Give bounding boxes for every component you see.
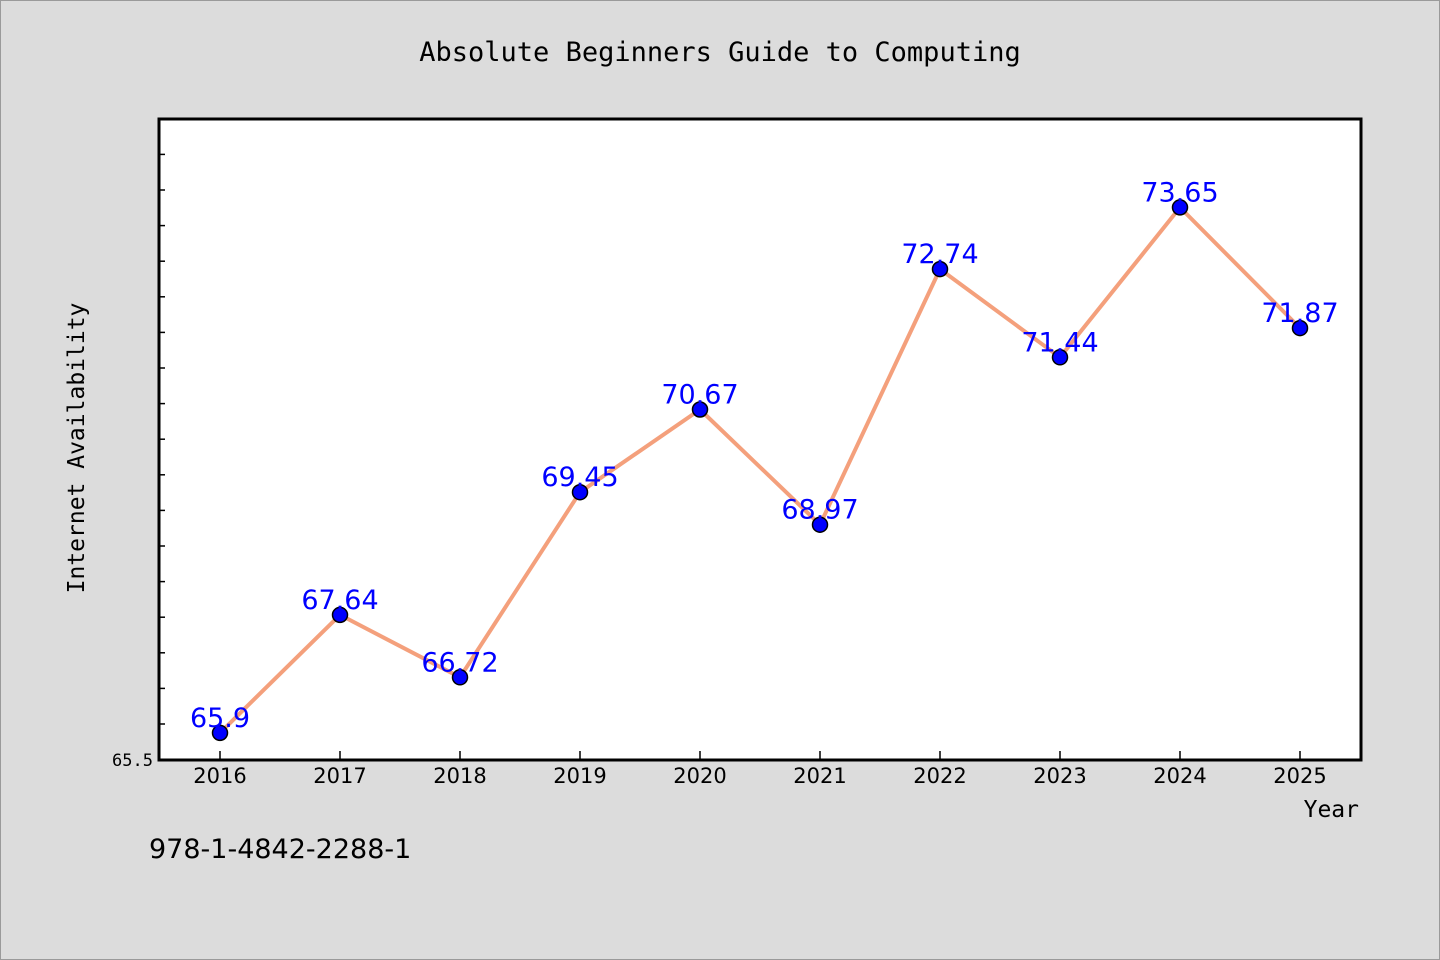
data-label: 65.9 (190, 703, 250, 734)
data-label: 73.65 (1141, 177, 1218, 208)
x-tick-label: 2018 (433, 764, 486, 788)
x-tick-label: 2021 (793, 764, 846, 788)
data-label: 67.64 (301, 585, 378, 616)
x-tick-label: 2022 (913, 764, 966, 788)
x-tick-label: 2024 (1153, 764, 1206, 788)
x-tick-label: 2017 (313, 764, 366, 788)
x-axis-label: Year (1304, 797, 1359, 823)
x-axis-tick-labels: 2016 2017 2018 2019 2020 2021 2022 2023 2024 2025 (193, 764, 1326, 788)
data-markers (211, 199, 1309, 742)
y-axis-ticks (159, 153, 165, 725)
data-point-marker (691, 401, 709, 418)
x-tick-label: 2019 (553, 764, 606, 788)
data-point-marker (571, 483, 589, 501)
data-label: 68.97 (781, 495, 858, 526)
isbn-footer: 978-1-4842-2288-1 (149, 834, 412, 865)
x-tick-label: 2023 (1033, 764, 1086, 788)
data-point-marker (811, 516, 829, 533)
data-point-marker (1171, 199, 1189, 216)
chart-title: Absolute Beginners Guide to Computing (419, 37, 1020, 68)
plot-area (157, 117, 1363, 762)
data-label: 71.87 (1261, 298, 1338, 329)
data-labels: 65.9 67.64 66.72 69.45 70.67 68.97 72.74 71.44 7… (190, 177, 1339, 734)
data-label: 72.74 (901, 239, 978, 270)
y-axis-label: Internet Availability (64, 303, 90, 594)
data-point-marker (331, 606, 349, 624)
data-label: 70.67 (661, 380, 738, 411)
y-tick-label: 65.5 (112, 751, 153, 771)
data-point-marker (1291, 319, 1309, 337)
data-label: 66.72 (421, 647, 498, 678)
data-point-marker (1051, 349, 1069, 366)
x-tick-label: 2020 (673, 764, 726, 788)
x-tick-label: 2016 (193, 764, 246, 788)
data-point-marker (211, 724, 229, 742)
series-line (218, 205, 1302, 735)
data-point-marker (931, 260, 949, 278)
x-tick-label: 2025 (1273, 764, 1326, 788)
x-axis-ticks (219, 751, 1301, 760)
data-label: 69.45 (541, 462, 618, 493)
data-label: 71.44 (1021, 327, 1098, 358)
data-point-marker (451, 669, 469, 686)
